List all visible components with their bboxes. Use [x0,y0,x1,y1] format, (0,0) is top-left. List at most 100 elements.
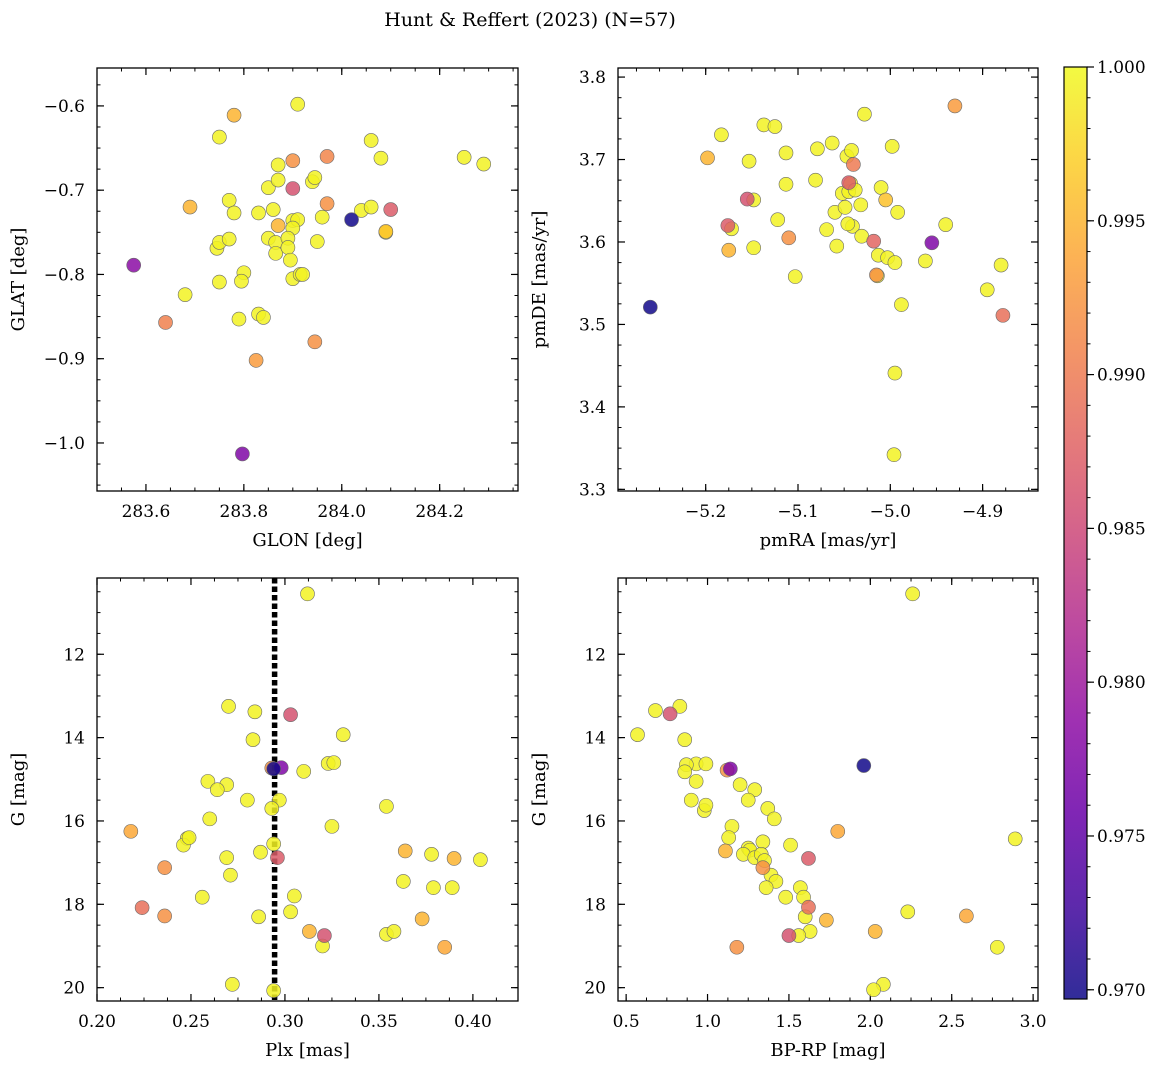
scatter-point [326,755,342,770]
scatter-point [287,888,302,904]
scatter-point [319,149,335,164]
scatter-point [878,192,893,208]
scatter-point [126,257,142,273]
scatter-point [781,928,797,943]
scatter-point [265,202,281,217]
y-tick-label: 3.5 [579,315,606,335]
scatter-point [280,240,296,255]
x-tick-label: 0.20 [78,1012,116,1032]
axes-frame [617,67,1039,492]
scatter-point [270,218,286,233]
scatter-point [758,880,774,895]
scatter-point [841,175,857,190]
x-tick-label: 0.30 [266,1012,304,1032]
scatter-point [755,860,771,875]
scatter-point [226,107,242,123]
y-axis-label: G [mag] [8,753,29,826]
panel-plx-g: 0.20 0.25 0.30 0.35 0.40 12 14 16 18 20 Plx [mas] G… [8,577,519,1061]
scatter-point [853,197,869,213]
scatter-point [134,900,150,915]
scatter-point [319,196,335,211]
scatter-point [261,180,276,195]
scatter-point [437,939,453,955]
axes-frame [617,577,1039,1002]
scatter-point [630,727,645,742]
scatter-point [718,843,733,859]
panel-glon-glat: 283.6 283.8 284.0 284.2 −0.6 −0.7 −0.8 −0.9 −1.0… [8,67,519,551]
scatter-point [648,703,663,718]
y-tick-label: −0.9 [44,350,85,370]
scatter-point [672,699,688,714]
scatter-point [947,98,963,114]
axes-frame [96,577,519,1002]
scatter-point [884,139,900,154]
y-tick-label: 14 [584,729,606,749]
scatter-point [887,255,903,270]
scatter-point [270,172,286,188]
scatter-point [683,792,699,808]
scatter-point [824,135,840,151]
scatter-point [819,222,834,237]
scatter-point [307,334,323,350]
scatter-point [248,353,264,368]
x-tick-label: −5.2 [685,502,726,522]
scatter-point [698,756,714,772]
scatter-point [177,287,193,302]
scatter-point [723,761,738,777]
scatter-point [221,231,237,247]
scatter-point [240,792,255,808]
scatter-point [887,365,903,381]
y-axis-label: pmDE [mas/yr] [529,211,550,349]
scatter-point [247,704,263,720]
scatter-point [231,311,247,327]
x-tick-label: 1.0 [694,1012,721,1032]
x-tick-label: 0.25 [172,1012,210,1032]
scatter-point [212,274,227,290]
scatter-point [721,242,737,258]
colorbar-tick-label: 0.985 [1097,519,1146,539]
scatter-point [890,204,905,220]
y-tick-label: 12 [63,645,85,665]
y-tick-label: 12 [584,645,606,665]
scatter-point [270,157,286,173]
scatter-point [819,912,834,928]
x-tick-label: 284.0 [317,502,366,522]
x-tick-label: −4.9 [962,502,1003,522]
scatter-point [363,133,379,148]
scatter-point [905,586,920,602]
scatter-point [123,824,139,839]
scatter-point [900,904,916,920]
x-tick-label: 284.2 [415,502,464,522]
scatter-point [801,899,816,915]
scatter-point [747,782,763,798]
scatter-point [844,143,859,158]
scatter-point [378,224,394,239]
scatter-point [157,860,172,875]
scatter-point [283,252,298,268]
x-axis-label: Plx [mas] [265,1040,350,1061]
scatter-point [283,707,298,722]
colorbar-tick-label: 1.000 [1097,58,1146,78]
figure-title: Hunt & Reffert (2023) (N=57) [384,9,676,31]
scatter-point [767,119,783,134]
scatter-point [760,801,776,816]
scatter-point [473,852,488,868]
scatter-point [840,216,856,232]
scatter-points [643,98,1011,463]
scatter-point [783,837,798,853]
scatter-point [729,939,745,955]
scatter-point [283,904,298,920]
scatter-point [993,257,1009,273]
y-tick-label: −1.0 [44,434,85,454]
scatter-point [426,880,441,895]
x-tick-label: 1.5 [775,1012,802,1032]
y-tick-label: 3.8 [579,68,606,88]
scatter-point [225,977,240,992]
scatter-point [746,240,761,256]
axes-frame [96,67,519,492]
x-axis-label: GLON [deg] [252,530,362,551]
scatter-point [379,799,394,814]
x-tick-label: −5.1 [777,502,818,522]
scatter-point [314,209,330,225]
